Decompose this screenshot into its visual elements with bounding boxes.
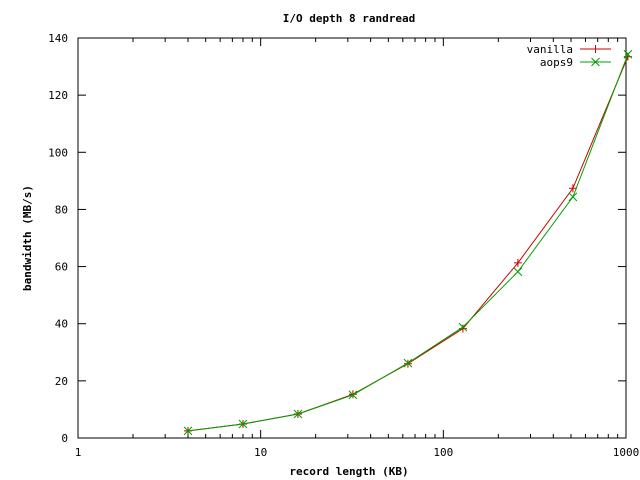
x-tick-label: 1 <box>75 446 82 459</box>
x-axis: 1 10 100 1000 <box>75 38 640 459</box>
series-line-aops9 <box>187 54 629 432</box>
data-point-vanilla <box>513 258 522 267</box>
y-tick-label: 120 <box>48 89 68 102</box>
data-point-aops9 <box>348 390 358 400</box>
x-tick-label: 10 <box>254 446 267 459</box>
x-minor-ticks <box>132 38 619 438</box>
series-vanilla <box>183 52 632 435</box>
series-line-vanilla <box>187 56 629 432</box>
y-tick-label: 60 <box>55 261 68 274</box>
data-point-aops9 <box>238 419 248 429</box>
legend-item-vanilla: vanilla <box>527 43 611 56</box>
legend-marker-vanilla <box>591 45 600 53</box>
plot-frame <box>77 37 627 439</box>
x-tick-label: 100 <box>433 446 453 459</box>
y-tick-label: 80 <box>55 203 68 216</box>
legend-marker-aops9 <box>591 57 600 67</box>
data-point-aops9 <box>623 49 633 59</box>
y-axis-label: bandwidth (MB/s) <box>21 185 34 291</box>
legend-label: aops9 <box>540 56 573 69</box>
legend-item-aops9: aops9 <box>540 56 611 69</box>
y-axis: 0 20 40 60 80 100 120 140 <box>48 32 626 445</box>
data-point-vanilla <box>568 184 577 193</box>
data-point-aops9 <box>183 426 193 436</box>
data-point-aops9 <box>293 409 303 419</box>
data-point-aops9 <box>458 322 468 332</box>
data-point-aops9 <box>513 267 523 277</box>
y-tick-label: 20 <box>55 375 68 388</box>
series-layer <box>183 49 633 436</box>
y-tick-label: 140 <box>48 32 68 45</box>
x-tick-label: 1000 <box>613 446 640 459</box>
series-aops9 <box>183 49 633 436</box>
y-tick-label: 0 <box>61 432 68 445</box>
y-tick-label: 100 <box>48 146 68 159</box>
data-point-aops9 <box>568 192 578 202</box>
legend-label: vanilla <box>527 43 573 56</box>
y-tick-label: 40 <box>55 318 68 331</box>
data-point-aops9 <box>403 358 413 368</box>
chart-title: I/O depth 8 randread <box>283 12 415 25</box>
x-axis-label: record length (KB) <box>289 465 408 478</box>
